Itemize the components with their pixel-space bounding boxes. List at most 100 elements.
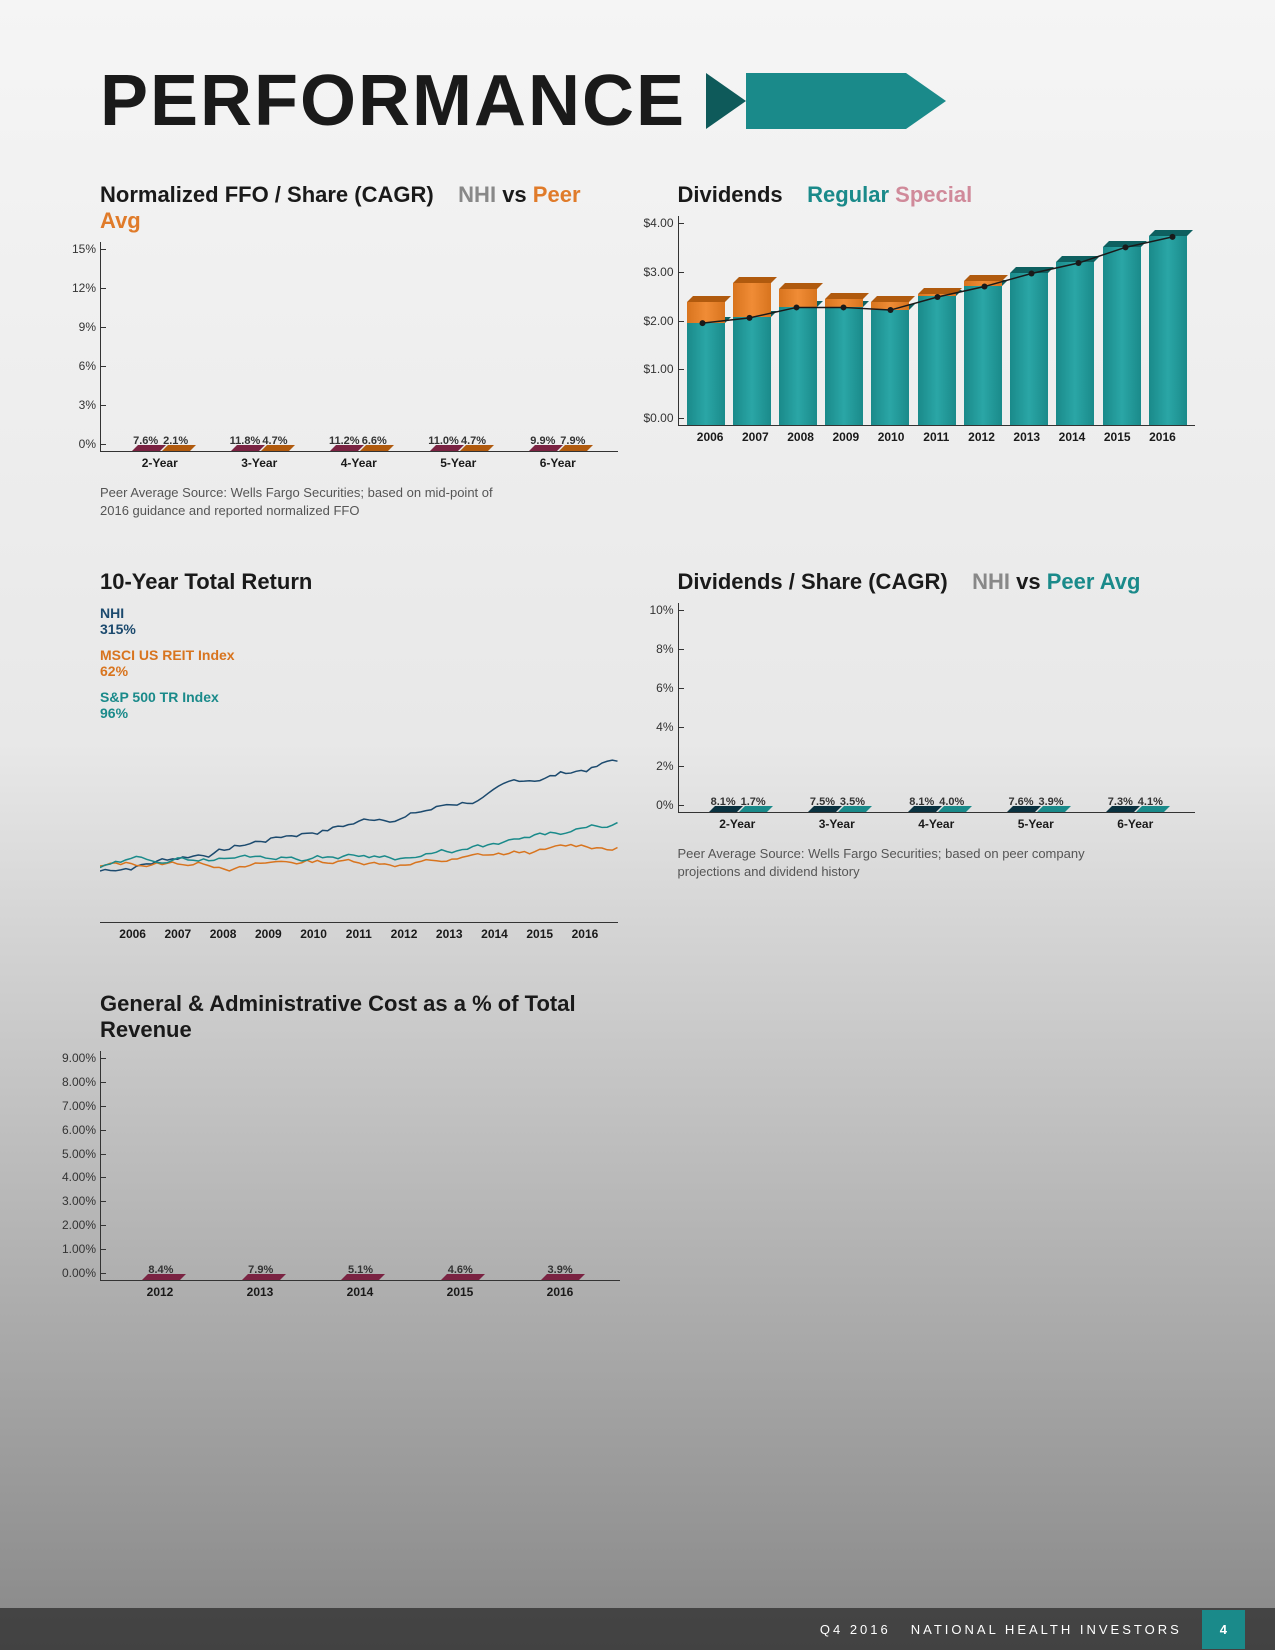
bar-value-label: 9.9% [530, 435, 555, 447]
bar-value-label: 2.1% [163, 435, 188, 447]
x-label: 2014 [472, 927, 517, 941]
x-label: 2013 [1004, 430, 1049, 444]
footer-page-number: 4 [1202, 1610, 1245, 1649]
y-tick: 0% [56, 437, 96, 451]
x-label: 2010 [868, 430, 913, 444]
y-tick: 2% [634, 759, 674, 773]
x-label: 4-Year [309, 456, 409, 470]
legend-item: NHI315% [100, 605, 618, 637]
bar [687, 302, 725, 323]
x-label: 2-Year [688, 817, 788, 831]
bar-group [687, 302, 725, 425]
bar [871, 310, 909, 426]
x-label: 4-Year [887, 817, 987, 831]
ffo-nhi-label: NHI [458, 182, 496, 207]
bar [733, 317, 771, 425]
bar-value-label: 7.9% [560, 435, 585, 447]
bar-value-label: 4.1% [1138, 796, 1163, 808]
y-tick: 8.00% [56, 1075, 96, 1089]
x-label: 2008 [778, 430, 823, 444]
bar [871, 302, 909, 310]
bar [918, 296, 956, 425]
y-tick: 6% [56, 359, 96, 373]
dcagr-caption: Peer Average Source: Wells Fargo Securit… [678, 845, 1098, 880]
legend-item: S&P 500 TR Index96% [100, 689, 618, 721]
x-label: 2009 [823, 430, 868, 444]
y-tick: $1.00 [634, 362, 674, 376]
bar-value-label: 8.4% [148, 1264, 173, 1276]
y-tick: $0.00 [634, 411, 674, 425]
bar-group [1010, 273, 1048, 425]
x-label: 2006 [110, 927, 155, 941]
legend-item: MSCI US REIT Index62% [100, 647, 618, 679]
x-label: 2016 [1140, 430, 1185, 444]
x-label: 2010 [291, 927, 336, 941]
page-footer: Q4 2016 NATIONAL HEALTH INVESTORS 4 [0, 1608, 1275, 1650]
bar [733, 283, 771, 317]
y-tick: 2.00% [56, 1218, 96, 1232]
bar [779, 307, 817, 425]
page-header: PERFORMANCE [100, 60, 1195, 142]
y-tick: 15% [56, 242, 96, 256]
bar-value-label: 4.6% [448, 1264, 473, 1276]
y-tick: 3% [56, 398, 96, 412]
bar-value-label: 5.1% [348, 1264, 373, 1276]
x-label: 2012 [959, 430, 1004, 444]
x-label: 5-Year [409, 456, 509, 470]
x-label: 2-Year [110, 456, 210, 470]
ffo-cagr-chart: Normalized FFO / Share (CAGR) NHI vs Pee… [100, 182, 618, 519]
y-tick: 9.00% [56, 1051, 96, 1065]
total-return-lines [100, 733, 618, 923]
div-special-label: Special [895, 182, 972, 207]
bar-value-label: 7.9% [248, 1264, 273, 1276]
bar-value-label: 4.0% [939, 796, 964, 808]
y-tick: 0% [634, 798, 674, 812]
ffo-caption: Peer Average Source: Wells Fargo Securit… [100, 484, 520, 519]
bar-value-label: 11.2% [329, 435, 360, 447]
y-tick: 8% [634, 642, 674, 656]
title-chevron-icon [906, 73, 946, 129]
y-tick: 4% [634, 720, 674, 734]
bar [918, 294, 956, 297]
bar [1103, 247, 1141, 426]
bar [1149, 236, 1187, 425]
bar-value-label: 1.7% [741, 796, 766, 808]
x-label: 5-Year [986, 817, 1086, 831]
bar-value-label: 6.6% [362, 435, 387, 447]
ga-title: General & Administrative Cost as a % of … [100, 991, 620, 1043]
y-tick: 9% [56, 320, 96, 334]
y-tick: 1.00% [56, 1242, 96, 1256]
dcagr-peer-label: Peer Avg [1047, 569, 1141, 594]
y-tick: $3.00 [634, 265, 674, 279]
x-label: 2014 [310, 1285, 410, 1299]
total-return-chart: 10-Year Total Return NHI315% MSCI US REIT… [100, 569, 618, 941]
bar [825, 299, 863, 307]
bar-group [779, 289, 817, 426]
bar-value-label: 7.6% [1008, 796, 1033, 808]
x-label: 2011 [336, 927, 381, 941]
x-label: 6-Year [508, 456, 608, 470]
div-cagr-chart: Dividends / Share (CAGR) NHI vs Peer Avg… [678, 569, 1196, 941]
bar [687, 323, 725, 425]
bar-value-label: 8.1% [909, 796, 934, 808]
dcagr-title: Dividends / Share (CAGR) [678, 569, 948, 594]
y-tick: $2.00 [634, 314, 674, 328]
ga-chart: General & Administrative Cost as a % of … [100, 991, 620, 1299]
bar-value-label: 8.1% [711, 796, 736, 808]
bar [1010, 273, 1048, 425]
y-tick: 6.00% [56, 1123, 96, 1137]
bar-group [964, 281, 1002, 425]
x-label: 3-Year [787, 817, 887, 831]
bar-value-label: 4.7% [262, 435, 287, 447]
x-label: 2014 [1049, 430, 1094, 444]
bar [779, 289, 817, 307]
bar-group [1056, 262, 1094, 425]
ffo-title: Normalized FFO / Share (CAGR) [100, 182, 434, 207]
bar-group [733, 283, 771, 425]
x-label: 2006 [688, 430, 733, 444]
x-label: 2008 [200, 927, 245, 941]
bar [825, 307, 863, 425]
tr-title: 10-Year Total Return [100, 569, 618, 595]
y-tick: 3.00% [56, 1194, 96, 1208]
bar-value-label: 7.6% [133, 435, 158, 447]
